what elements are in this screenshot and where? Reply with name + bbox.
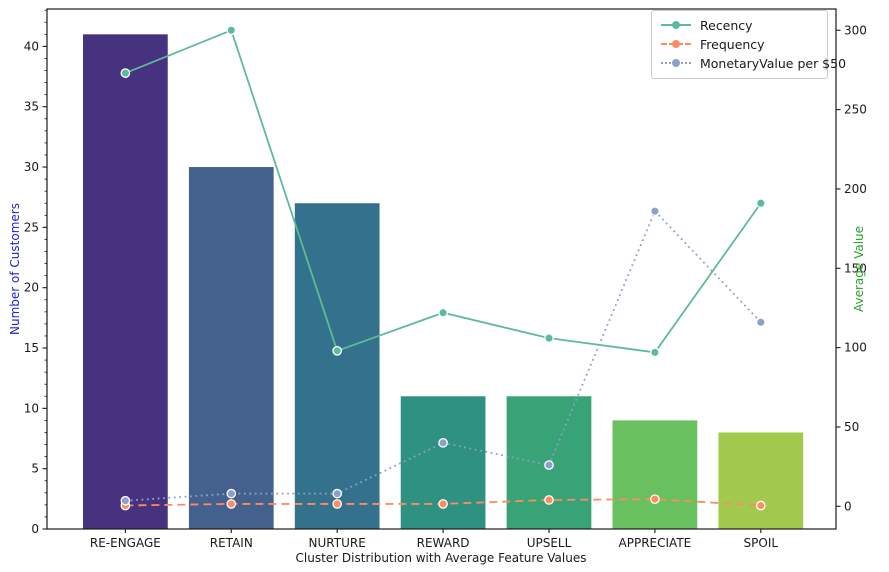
x-tick-label-retain: RETAIN <box>210 536 253 550</box>
bar-appreciate <box>612 420 698 529</box>
left-y-axis-label: Number of Customers <box>8 203 22 335</box>
left-tick-label: 15 <box>24 341 39 355</box>
frequency-marker-appreciate <box>650 494 660 505</box>
monetaryvalue-per-50-marker-upsell <box>544 460 554 470</box>
right-tick-label: 50 <box>844 420 859 434</box>
legend-line-sample <box>661 58 691 69</box>
right-tick-label: 300 <box>844 23 867 37</box>
legend-item-frequency: Frequency <box>661 37 817 52</box>
recency-marker-appreciate <box>650 347 660 358</box>
x-tick-label-nurture: NURTURE <box>309 536 366 550</box>
bar-re-engage <box>83 34 168 529</box>
recency-marker-retain <box>226 25 237 36</box>
left-tick-label: 10 <box>24 401 39 415</box>
frequency-marker-nurture <box>332 499 343 509</box>
left-tick-label: 35 <box>24 100 39 114</box>
recency-marker-reward <box>438 307 448 318</box>
legend-label: Frequency <box>700 37 765 52</box>
left-tick-label: 25 <box>24 220 39 234</box>
recency-marker-re-engage <box>120 68 131 78</box>
monetaryvalue-per-50-marker-spoil <box>755 317 766 328</box>
right-y-axis-label: Average Value <box>852 225 866 313</box>
recency-marker-nurture <box>332 345 343 356</box>
left-tick-label: 0 <box>31 522 39 536</box>
monetaryvalue-per-50-marker-re-engage <box>120 495 131 506</box>
x-tick-label-spoil: SPOIL <box>744 536 779 550</box>
monetaryvalue-per-50-marker-reward <box>438 437 448 448</box>
monetaryvalue-per-50-marker-retain <box>226 488 237 499</box>
right-tick-label: 250 <box>844 103 867 117</box>
bar-nurture <box>294 203 380 529</box>
x-tick-label-re-engage: RE-ENGAGE <box>90 536 161 550</box>
bar-retain <box>188 167 274 530</box>
monetaryvalue-per-50-marker-nurture <box>332 488 343 499</box>
legend-label: Recency <box>700 18 753 33</box>
bar-spoil <box>718 432 804 529</box>
legend-label: MonetaryValue per $50 <box>700 56 847 71</box>
bar-reward <box>400 396 486 529</box>
monetaryvalue-per-50-marker-appreciate <box>650 206 660 217</box>
right-tick-label: 100 <box>844 341 867 355</box>
right-tick-label: 150 <box>844 261 867 275</box>
x-tick-label-upsell: UPSELL <box>527 536 572 550</box>
left-tick-label: 20 <box>24 281 39 295</box>
legend-item-recency: Recency <box>661 18 817 33</box>
right-tick-label: 200 <box>844 182 867 196</box>
legend-item-monetaryvalue-per-50: MonetaryValue per $50 <box>661 56 846 71</box>
x-tick-label-appreciate: APPRECIATE <box>619 536 692 550</box>
axes-spines <box>46 8 837 530</box>
recency-marker-upsell <box>544 333 554 343</box>
frequency-marker-spoil <box>755 500 766 511</box>
left-tick-label: 5 <box>31 462 39 476</box>
frequency-marker-retain <box>226 499 237 509</box>
left-tick-label: 40 <box>24 39 39 53</box>
legend-line-sample <box>661 39 691 50</box>
x-tick-label-reward: REWARD <box>417 536 470 550</box>
frequency-marker-upsell <box>544 495 554 505</box>
x-axis-label: Cluster Distribution with Average Featur… <box>295 551 587 565</box>
legend: Recency Frequency MonetaryValue per $50 <box>651 10 846 79</box>
right-tick-label: 0 <box>844 499 852 513</box>
recency-marker-spoil <box>755 198 766 209</box>
frequency-marker-reward <box>438 499 448 509</box>
left-tick-label: 30 <box>24 160 39 174</box>
legend-line-sample <box>661 20 691 31</box>
